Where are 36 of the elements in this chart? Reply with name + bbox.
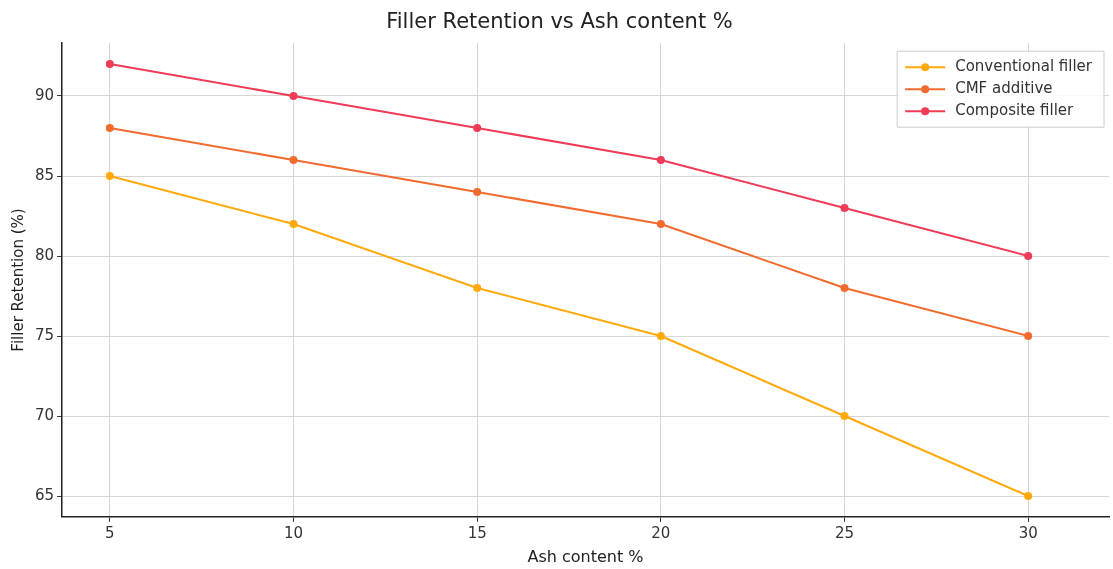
y-tick-label: 70 — [34, 405, 55, 424]
x-tick-label: 10 — [283, 523, 304, 542]
point — [473, 284, 482, 292]
point — [1024, 332, 1033, 340]
y-tick-label: 90 — [34, 85, 55, 104]
chart-title: Filler Retention vs Ash content % — [386, 9, 733, 34]
point — [840, 204, 849, 212]
point — [473, 124, 482, 132]
x-tick-label: 30 — [1018, 523, 1038, 542]
y-axis-title: Filler Retention (%) — [8, 208, 27, 352]
point — [105, 60, 114, 68]
y-tick-label: 75 — [34, 325, 55, 344]
x-tick-label: 25 — [834, 523, 855, 542]
point — [105, 124, 114, 132]
point — [656, 156, 665, 164]
point — [105, 172, 114, 180]
legend-label: Composite filler — [955, 101, 1075, 120]
point — [840, 412, 849, 420]
point — [840, 284, 849, 292]
x-tick-label: 20 — [651, 523, 671, 542]
point — [289, 92, 298, 100]
point — [289, 156, 298, 164]
legend-label: Conventional filler — [955, 57, 1093, 76]
point — [1024, 492, 1033, 500]
point — [289, 220, 298, 228]
x-axis-title: Ash content % — [527, 546, 644, 566]
x-tick-label: 15 — [467, 523, 487, 542]
point — [656, 220, 665, 228]
x-tick-label: 5 — [105, 523, 115, 542]
y-tick-label: 80 — [34, 245, 55, 264]
legend-label: CMF additive — [955, 79, 1053, 98]
point — [473, 188, 482, 196]
y-tick-label: 85 — [34, 165, 55, 184]
y-tick-label: 65 — [34, 485, 55, 504]
point — [1024, 252, 1033, 260]
point — [656, 332, 665, 340]
